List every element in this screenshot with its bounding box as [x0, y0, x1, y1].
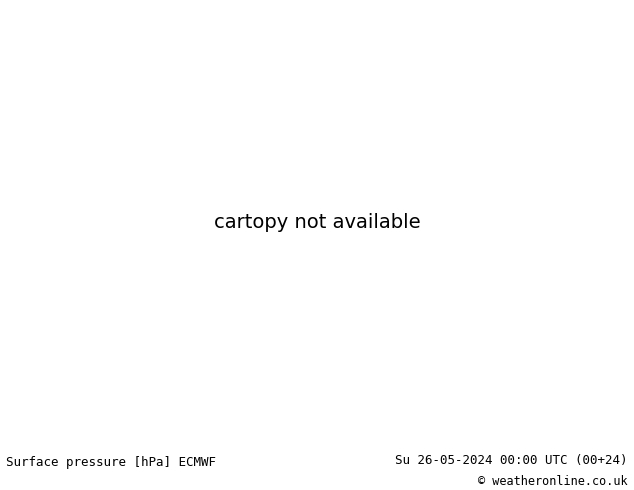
Text: Su 26-05-2024 00:00 UTC (00+24): Su 26-05-2024 00:00 UTC (00+24) [395, 454, 628, 466]
Text: cartopy not available: cartopy not available [214, 214, 420, 232]
Text: © weatheronline.co.uk: © weatheronline.co.uk [478, 475, 628, 488]
Text: Surface pressure [hPa] ECMWF: Surface pressure [hPa] ECMWF [6, 456, 216, 469]
